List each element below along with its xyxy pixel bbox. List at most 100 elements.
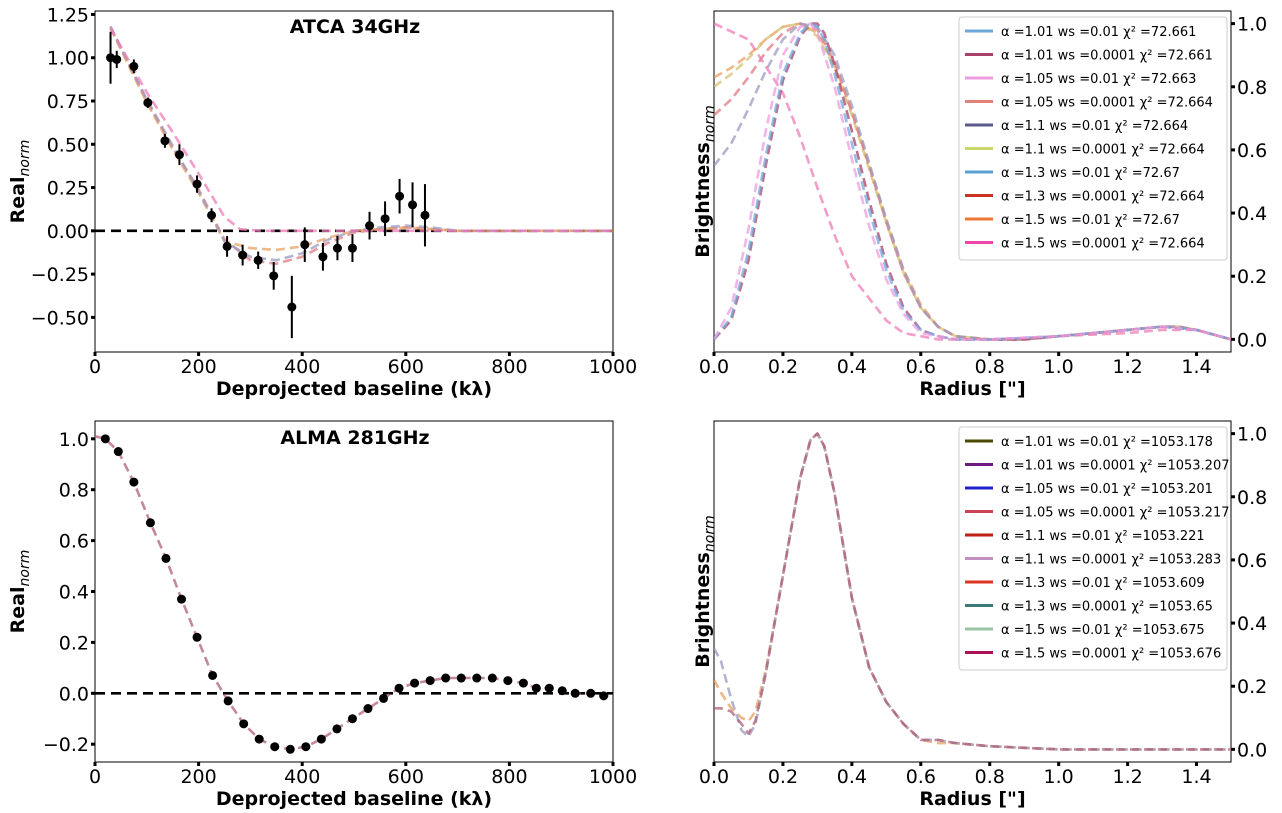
data-point	[100, 434, 110, 444]
data-point	[129, 61, 139, 71]
data-point	[487, 673, 497, 683]
panel-title: ATCA 34GHz	[290, 16, 420, 38]
y-axis-label-subscript: norm	[17, 140, 33, 177]
y-tick-label: 0.0	[1237, 329, 1267, 351]
data-point	[207, 210, 217, 220]
data-point	[531, 683, 541, 693]
data-point	[394, 683, 404, 693]
data-point	[408, 200, 418, 210]
data-point	[254, 734, 264, 744]
data-point	[557, 686, 567, 696]
legend-entry: α =1.01 ws =0.0001 χ² =72.661	[1001, 49, 1213, 64]
legend-entry: α =1.1 ws =0.01 χ² =72.664	[1001, 119, 1188, 134]
model-series-line	[109, 26, 613, 265]
legend-entry: α =1.1 ws =0.01 χ² =1053.221	[1001, 529, 1205, 544]
legend-entry: α =1.3 ws =0.01 χ² =1053.609	[1001, 576, 1205, 591]
data-point	[208, 670, 218, 680]
y-tick-label: 0.2	[1237, 676, 1267, 698]
data-point	[145, 518, 155, 528]
x-tick-label: 1.2	[1112, 356, 1142, 378]
y-axis-label-subscript: norm	[702, 105, 718, 142]
data-point	[174, 150, 184, 160]
legend-entry: α =1.05 ws =0.0001 χ² =1053.217	[1001, 506, 1230, 521]
data-point	[192, 632, 202, 642]
data-point	[300, 240, 310, 250]
y-tick-label: −0.25	[31, 264, 89, 286]
legend-entry: α =1.01 ws =0.01 χ² =72.661	[1001, 25, 1196, 40]
legend-entry: α =1.1 ws =0.0001 χ² =1053.283	[1001, 553, 1221, 568]
x-tick-label: 0.2	[768, 356, 798, 378]
y-tick-label: 0.8	[59, 480, 89, 502]
y-tick-label: 0.0	[59, 683, 89, 705]
legend-entry: α =1.5 ws =0.01 χ² =1053.675	[1001, 623, 1205, 638]
legend-entry: α =1.05 ws =0.01 χ² =72.663	[1001, 72, 1196, 87]
x-axis-label: Radius ["]	[919, 378, 1025, 400]
data-point	[586, 688, 596, 698]
data-point	[222, 241, 232, 251]
legend-entry: α =1.3 ws =0.0001 χ² =1053.65	[1001, 600, 1213, 615]
y-tick-label: 0.0	[1237, 739, 1267, 761]
data-point	[316, 734, 326, 744]
data-point	[318, 252, 328, 262]
model-series-line	[714, 432, 1231, 751]
x-tick-label: 0.4	[837, 766, 867, 788]
y-axis-label: Realnorm	[7, 550, 33, 634]
plot-frame	[713, 10, 1232, 353]
data-point	[347, 243, 357, 253]
y-tick-label: −0.2	[43, 734, 89, 756]
y-axis-label: Brightnessnorm	[692, 515, 718, 667]
data-point	[223, 696, 233, 706]
legend-entry: α =1.01 ws =0.01 χ² =1053.178	[1001, 435, 1213, 450]
data-point	[287, 302, 297, 312]
x-tick-label: 0.0	[699, 766, 729, 788]
y-tick-label: 0.4	[1237, 613, 1267, 635]
data-point	[472, 673, 482, 683]
data-point	[301, 742, 311, 752]
data-point	[112, 54, 122, 64]
x-tick-label: 0.6	[906, 356, 936, 378]
y-tick-label: 0.00	[47, 221, 89, 243]
data-point	[332, 243, 342, 253]
model-series-line	[95, 435, 613, 751]
data-point	[239, 719, 249, 729]
y-tick-label: 0.6	[1237, 550, 1267, 572]
x-tick-label: 800	[491, 356, 527, 378]
data-point	[332, 724, 342, 734]
legend-box	[958, 16, 1228, 261]
x-axis-label: Radius ["]	[919, 788, 1025, 810]
data-point	[161, 553, 171, 563]
x-tick-label: 0.2	[768, 766, 798, 788]
data-point	[269, 271, 279, 281]
data-point	[380, 214, 390, 224]
data-point	[253, 255, 263, 265]
x-tick-label: 600	[388, 356, 424, 378]
y-tick-label: 1.0	[1237, 14, 1267, 36]
y-tick-label: 1.0	[59, 429, 89, 451]
legend-entry: α =1.3 ws =0.01 χ² =72.67	[1001, 166, 1180, 181]
x-tick-label: 600	[388, 766, 424, 788]
atca-brightness-chart: 0.0 0.2 0.4 0.6 0.8 1.0 1.2 1.4 0.0 0.2 0.4 0.6 0.8 1…	[692, 10, 1267, 400]
x-axis-label: Deprojected baseline (kλ)	[216, 788, 492, 810]
y-tick-label: 1.0	[1237, 424, 1267, 446]
x-tick-label: 1000	[589, 766, 637, 788]
x-tick-label: 0.4	[837, 356, 867, 378]
x-tick-label: 1.0	[1044, 766, 1074, 788]
atca-visibility-chart: 0 200 400 600 800 1000 −0.50 −0.25 0.00 0.25 0.50 0…	[7, 4, 637, 400]
data-point	[347, 714, 357, 724]
data-point	[143, 98, 153, 108]
data-point	[379, 693, 389, 703]
legend-entry: α =1.01 ws =0.0001 χ² =1053.207	[1001, 459, 1230, 474]
x-tick-label: 1.0	[1044, 356, 1074, 378]
data-point	[365, 221, 375, 231]
y-tick-label: 0.50	[47, 134, 89, 156]
data-point	[177, 594, 187, 604]
plot-area	[95, 434, 613, 754]
x-tick-label: 0.0	[699, 356, 729, 378]
plot-frame	[94, 420, 614, 763]
data-point	[441, 673, 451, 683]
plot-area	[714, 22, 1231, 341]
data-point	[285, 744, 295, 754]
y-tick-label: −0.50	[31, 307, 89, 329]
y-tick-label: 0.4	[1237, 203, 1267, 225]
data-point	[518, 678, 528, 688]
